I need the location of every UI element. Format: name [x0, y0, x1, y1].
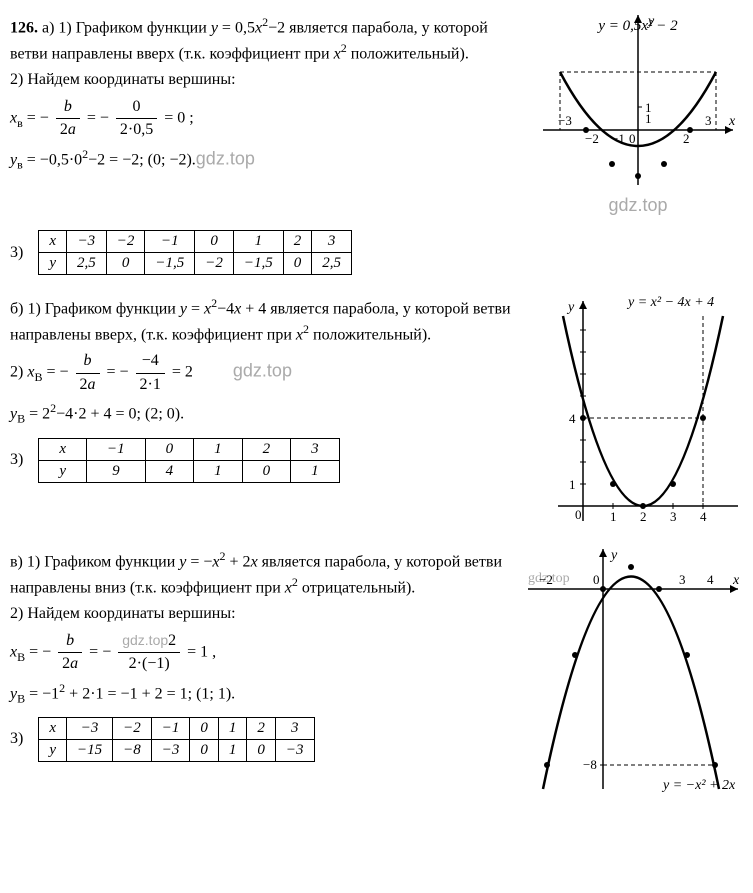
para-c-2: 2) Найдем координаты вершины:	[10, 603, 513, 625]
watermark-1: gdz.top	[196, 148, 255, 168]
table-c: x −3 −2 −1 0 1 2 3 y −15 −8 −3 0 1 0	[38, 717, 314, 762]
label-3b: 3)	[10, 451, 23, 469]
para-a-1: 126. а) 1) Графиком функции y = 0,5x2−2 …	[10, 14, 523, 65]
svg-text:2: 2	[640, 509, 647, 524]
formula-a-x: xв = − b2a = − 02·0,5 = 0 ;	[10, 96, 523, 142]
watermark-2: gdz.top	[533, 195, 743, 216]
svg-text:y: y	[646, 14, 655, 29]
formula-c-x: xВ = − b2a = − gdz.top22·(−1) = 1 ,	[10, 630, 513, 676]
svg-text:x: x	[732, 573, 740, 588]
svg-text:1: 1	[569, 477, 576, 492]
para-c-1: в) 1) Графиком функции y = −x2 + 2x явля…	[10, 548, 513, 599]
label-3a: 3)	[10, 244, 23, 262]
svg-text:0: 0	[629, 131, 636, 146]
label-3c: 3)	[10, 730, 23, 748]
problem-num: 126.	[10, 19, 38, 36]
svg-text:x: x	[728, 114, 736, 129]
svg-text:1: 1	[645, 100, 652, 115]
para-a-2: 2) Найдем координаты вершины:	[10, 69, 523, 91]
svg-text:y: y	[566, 300, 575, 315]
formula-a-y: yв = −0,5·02−2 = −2; (0; −2).gdz.top	[10, 146, 523, 173]
svg-text:2: 2	[683, 131, 690, 146]
svg-text:−8: −8	[583, 757, 597, 772]
table-b: x −1 0 1 2 3 y 9 4 1 0 1	[38, 438, 339, 483]
svg-text:0: 0	[593, 572, 600, 587]
table-a: x −3 −2 −1 0 1 2 3 y 2,5 0 −1,5 −2 −1,5 …	[38, 230, 352, 275]
graph-a: y = 0,5x² − 2 y x 0 −3 −2 −1 1 2 3 1	[533, 10, 743, 190]
svg-text:0: 0	[575, 507, 582, 522]
svg-text:4: 4	[569, 411, 576, 426]
svg-text:−2: −2	[585, 131, 599, 146]
svg-text:4: 4	[707, 572, 714, 587]
svg-text:3: 3	[670, 509, 677, 524]
graph-c: y x 0 gdz.top −2 3 4 −8 y = −x² + 2x	[523, 544, 743, 794]
formula-b-x: 2) xВ = − b2a = − −42·1 = 2 gdz.top	[10, 350, 543, 396]
para-b-1: б) 1) Графиком функции y = x2−4x + 4 явл…	[10, 295, 543, 346]
svg-text:−2: −2	[539, 572, 553, 587]
formula-b-y: yВ = 22−4·2 + 4 = 0; (2; 0).	[10, 400, 543, 427]
graph-b: y = x² − 4x + 4 y 0 1 2 3 4 1 4	[553, 291, 743, 531]
svg-text:y = x² − 4x + 4: y = x² − 4x + 4	[626, 295, 714, 310]
svg-text:y: y	[609, 548, 618, 563]
svg-text:3: 3	[705, 113, 712, 128]
formula-c-y: yВ = −12 + 2·1 = −1 + 2 = 1; (1; 1).	[10, 680, 513, 707]
svg-text:1: 1	[610, 509, 617, 524]
svg-text:3: 3	[679, 572, 686, 587]
svg-text:4: 4	[700, 509, 707, 524]
svg-text:y = −x² + 2x: y = −x² + 2x	[661, 778, 736, 793]
watermark-3: gdz.top	[233, 361, 292, 381]
